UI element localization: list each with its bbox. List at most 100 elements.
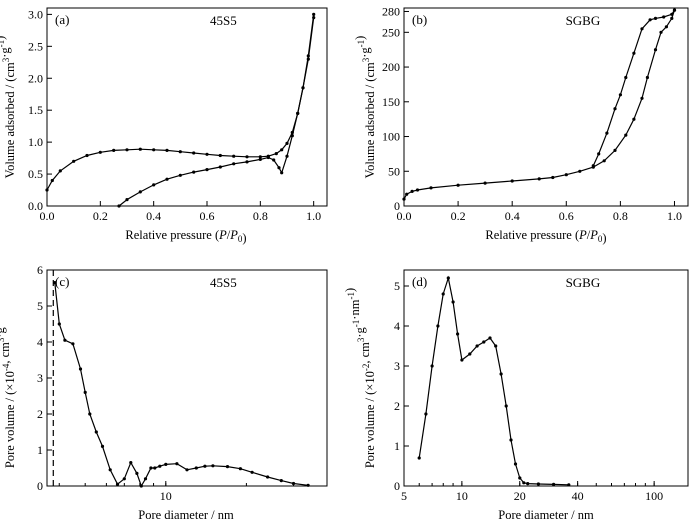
data-point [415, 188, 420, 192]
data-point [446, 276, 450, 280]
data-point [192, 151, 196, 155]
data-point [653, 16, 658, 20]
y-axis-label-part: · [0, 54, 12, 58]
x-axis-label-part: Pore diameter / nm [138, 508, 234, 520]
data-point [112, 148, 116, 152]
data-point [122, 477, 126, 481]
y-axis-label-part: cm [363, 62, 377, 78]
data-point [83, 390, 87, 394]
data-point [291, 481, 296, 486]
panel-label: (c) [55, 274, 69, 289]
data-point [138, 190, 142, 194]
series-line-1 [592, 9, 676, 166]
y-tick-label: 0 [394, 199, 400, 213]
y-axis-label-part: -1 [346, 292, 356, 300]
data-point [624, 75, 628, 80]
data-point [98, 150, 102, 154]
y-tick-label: 3 [394, 359, 400, 373]
y-axis-label-part: nm [348, 299, 362, 315]
data-point [277, 166, 281, 170]
data-point [591, 164, 595, 168]
x-axis-label-part: Relative pressure ( [125, 228, 219, 242]
x-axis-label-part: 0 [238, 234, 243, 244]
data-point [513, 462, 518, 466]
data-point [640, 96, 644, 100]
y-axis-label-part: · [358, 54, 372, 58]
x-tick-label: 0.4 [505, 209, 520, 223]
data-point [85, 153, 89, 158]
x-tick-label: 0.6 [200, 209, 215, 223]
plot-frame [46, 269, 328, 487]
data-point [279, 479, 283, 483]
data-point [648, 18, 652, 22]
data-point [115, 482, 120, 486]
data-point [510, 179, 514, 183]
x-tick-label: 10 [456, 489, 468, 503]
chart-panel-3: 5 10 20 40 100 0 1 2 3 4 5 (d) SGBG Pore diameter / n… [343, 269, 689, 520]
y-axis-label-part: -4 [1, 363, 11, 371]
data-point [71, 342, 75, 346]
y-tick-label: 1.0 [28, 135, 43, 149]
y-axis-label-part: ) [343, 288, 357, 292]
y-tick-label: 100 [382, 130, 400, 144]
data-point [504, 404, 508, 408]
data-point [460, 358, 464, 362]
data-point [225, 465, 230, 469]
data-point [50, 178, 54, 183]
y-axis-label-part: -1 [0, 320, 1, 328]
data-point [640, 27, 644, 31]
x-axis-label-part: P [218, 228, 227, 242]
series-line-0 [46, 14, 315, 191]
data-point [653, 48, 658, 52]
data-point [552, 482, 556, 486]
data-point [57, 322, 61, 326]
data-point [618, 93, 623, 97]
data-point [125, 148, 129, 152]
x-axis-label-part: ) [242, 231, 246, 245]
data-point [258, 155, 262, 159]
y-axis-label-part: g [0, 47, 12, 54]
data-point [482, 340, 486, 344]
data-point [526, 482, 530, 486]
y-axis-label-part: cm [3, 62, 17, 78]
series-annotation: SGBG [566, 13, 601, 28]
x-axis-label-part: Pore diameter / nm [498, 508, 594, 520]
data-point [632, 51, 636, 55]
data-point [664, 25, 669, 29]
x-tick-label: 0.0 [397, 209, 412, 223]
y-tick-label: 0 [394, 479, 400, 493]
y-axis-label-part: cm [0, 342, 12, 358]
data-point [138, 147, 142, 151]
y-tick-label: 250 [382, 25, 400, 39]
data-point [468, 352, 472, 356]
y-tick-label: 3 [37, 371, 43, 385]
y-axis-label-part: nm [0, 299, 2, 315]
x-tick-label: 0.4 [146, 209, 161, 223]
data-point [662, 15, 666, 19]
series-line-0 [54, 282, 309, 488]
data-point [153, 466, 157, 470]
y-axis-label-part: 3 [0, 337, 6, 342]
y-tick-label: 1 [37, 443, 43, 457]
y-axis-label-part: , [0, 357, 12, 363]
x-axis-label-part: P [589, 228, 598, 242]
y-tick-label: 4 [37, 335, 43, 349]
data-point [238, 467, 242, 471]
y-tick-label: 2 [37, 407, 43, 421]
y-tick-label: 200 [382, 60, 400, 74]
data-point [280, 148, 284, 152]
plot-frame [403, 269, 689, 487]
data-point [597, 152, 601, 156]
x-tick-label: 0.8 [253, 209, 268, 223]
x-axis-label-part: P [229, 228, 238, 242]
data-point [211, 464, 215, 468]
x-tick-label: 0.2 [451, 209, 466, 223]
x-axis-label-part: P [578, 228, 587, 242]
y-axis-label-part: 3 [361, 57, 371, 62]
y-tick-label: 1 [394, 439, 400, 453]
data-point [274, 152, 278, 156]
data-point [312, 12, 316, 16]
data-point [522, 481, 526, 485]
data-point [494, 344, 498, 348]
y-tick-label: 5 [37, 299, 43, 313]
